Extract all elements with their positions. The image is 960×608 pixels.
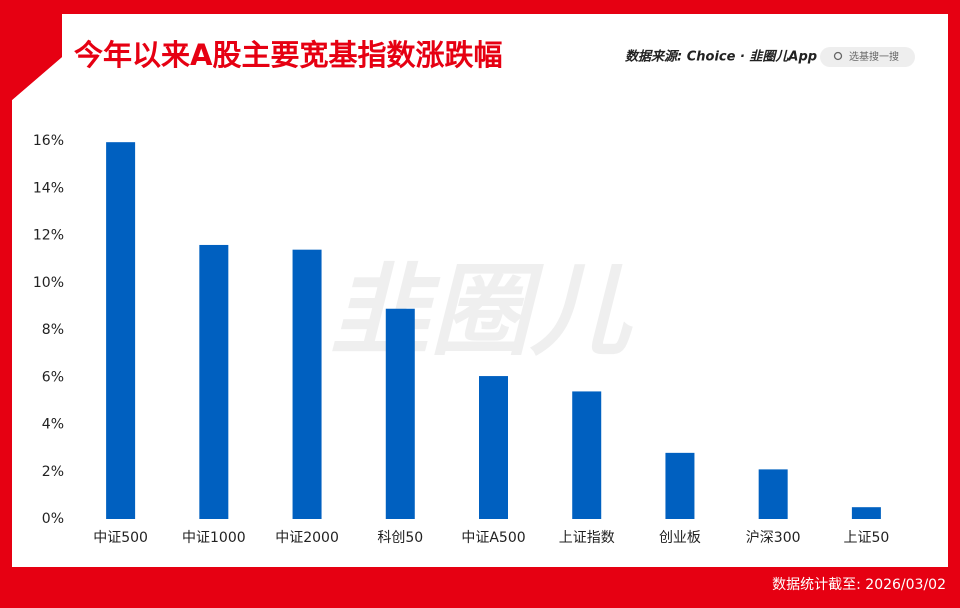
- y-tick-label: 0%: [42, 511, 64, 527]
- bar: [106, 142, 136, 519]
- y-tick-label: 10%: [33, 275, 64, 291]
- x-tick-label: 科创50: [377, 530, 423, 546]
- bar: [665, 452, 695, 519]
- bar: [851, 507, 881, 519]
- x-tick-label: 中证A500: [461, 530, 525, 546]
- search-box[interactable]: [820, 47, 915, 67]
- watermark: 韭圈儿: [330, 252, 633, 369]
- y-tick-label: 16%: [33, 133, 64, 149]
- search-text: 选基搜一搜: [849, 50, 899, 63]
- bar: [292, 249, 322, 520]
- source: 数据来源: Choice · 韭圈儿App: [625, 49, 817, 65]
- corner-decoration: [12, 14, 62, 100]
- y-tick-label: 2%: [42, 464, 64, 480]
- x-tick-label: 上证指数: [559, 530, 615, 546]
- x-tick-label: 上证50: [843, 530, 889, 546]
- bar: [199, 244, 229, 519]
- x-tick-label: 中证500: [93, 530, 148, 546]
- x-tick-label: 中证2000: [275, 530, 339, 546]
- search-icon: [833, 51, 843, 61]
- bar: [479, 376, 508, 519]
- x-tick-label: 创业板: [659, 530, 701, 546]
- footnote: 数据统计截至: 2026/03/02: [772, 577, 946, 593]
- bar: [572, 391, 602, 519]
- bar: [758, 469, 788, 519]
- bar: [385, 308, 415, 519]
- chart-title: 今年以来A股主要宽基指数涨跌幅: [74, 38, 502, 72]
- y-tick-label: 4%: [42, 417, 64, 433]
- y-tick-label: 14%: [33, 180, 64, 196]
- y-tick-label: 6%: [42, 369, 64, 385]
- y-tick-label: 12%: [33, 228, 64, 244]
- y-tick-label: 8%: [42, 322, 64, 338]
- x-tick-label: 沪深300: [746, 530, 801, 546]
- x-tick-label: 中证1000: [182, 530, 246, 546]
